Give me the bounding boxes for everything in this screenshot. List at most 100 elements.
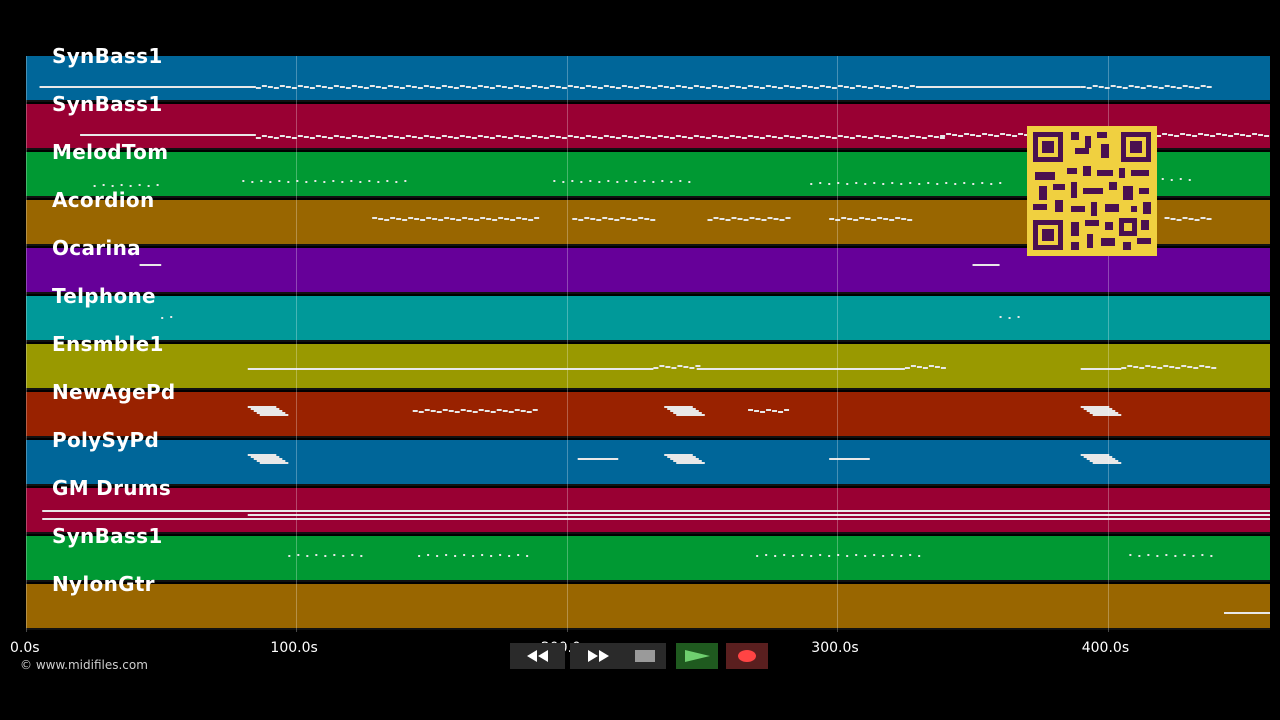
note: [910, 365, 916, 367]
note: [438, 219, 444, 221]
note: [837, 85, 843, 87]
note: [372, 217, 378, 219]
note: [253, 410, 283, 412]
note: [285, 136, 291, 138]
fast-forward-button[interactable]: [570, 643, 625, 669]
note-pattern: [161, 316, 1020, 319]
note: [1187, 366, 1193, 368]
track-9[interactable]: PolySyPd: [26, 428, 1270, 486]
note: [279, 85, 285, 87]
note: [345, 87, 351, 89]
note: [671, 367, 677, 369]
stop-button[interactable]: [624, 643, 666, 669]
note: [393, 86, 399, 88]
note: [303, 136, 309, 138]
note: [375, 136, 381, 138]
note: [1164, 85, 1170, 87]
track-8[interactable]: NewAgePd: [26, 380, 1270, 438]
note: [1162, 133, 1168, 135]
tick-label: 300.0s: [811, 640, 859, 656]
note-run: [829, 458, 870, 460]
note: [855, 554, 858, 556]
note: [1145, 365, 1151, 367]
note: [743, 219, 749, 221]
note: [873, 135, 879, 137]
note: [1188, 218, 1194, 220]
note: [255, 87, 261, 89]
note: [861, 136, 867, 138]
note: [429, 136, 435, 138]
record-button[interactable]: [726, 643, 768, 669]
note: [1258, 134, 1264, 136]
note: [661, 180, 664, 182]
track-12[interactable]: NylonGtr: [26, 572, 1270, 630]
note: [256, 412, 286, 414]
note: [305, 181, 308, 183]
note: [901, 218, 907, 220]
note: [430, 410, 436, 412]
track-label: MelodTom: [52, 140, 169, 164]
note: [741, 137, 747, 139]
note: [841, 217, 847, 219]
track-1[interactable]: SynBass1: [26, 44, 1270, 102]
rewind-button[interactable]: [510, 643, 565, 669]
track-11[interactable]: SynBass1: [26, 524, 1270, 582]
note: [363, 137, 369, 139]
note: [247, 454, 277, 456]
play-button[interactable]: [676, 643, 718, 669]
note: [909, 554, 912, 556]
note: [1121, 367, 1127, 369]
note: [573, 136, 579, 138]
note: [279, 135, 285, 137]
note: [478, 409, 484, 411]
note: [435, 137, 441, 139]
note: [444, 217, 450, 219]
track-7[interactable]: Ensmble1: [26, 332, 1270, 390]
note: [711, 85, 717, 87]
note: [303, 86, 309, 88]
note: [615, 87, 621, 89]
note-run: [247, 368, 654, 370]
gridline: [26, 56, 27, 632]
note: [1080, 406, 1110, 408]
note: [810, 183, 813, 185]
note: [1089, 412, 1119, 414]
note: [753, 136, 759, 138]
note: [489, 137, 495, 139]
note: [1201, 554, 1204, 556]
note: [1170, 86, 1176, 88]
note: [651, 137, 657, 139]
note: [342, 555, 345, 557]
note: [1098, 86, 1104, 88]
note: [602, 217, 608, 219]
track-10[interactable]: GM Drums: [26, 476, 1270, 534]
note: [315, 554, 318, 556]
note: [1122, 87, 1128, 89]
note: [835, 219, 841, 221]
note: [147, 185, 150, 187]
qr-code: [1027, 126, 1157, 256]
note: [296, 180, 299, 182]
note: [384, 219, 390, 221]
track-label: Ocarina: [52, 236, 141, 260]
note: [994, 135, 1000, 137]
note: [717, 136, 723, 138]
note-pattern: [247, 454, 1122, 464]
note: [813, 87, 819, 89]
note: [528, 219, 534, 221]
note: [1140, 87, 1146, 89]
note-run: [139, 264, 162, 266]
gridline: [837, 56, 839, 632]
note: [390, 217, 396, 219]
note: [785, 217, 791, 219]
note: [448, 410, 454, 412]
note: [609, 86, 615, 88]
note: [315, 135, 321, 137]
note: [765, 554, 768, 556]
note: [801, 554, 804, 556]
note: [585, 135, 591, 137]
note-run: [577, 458, 619, 460]
note: [534, 217, 540, 219]
note: [1139, 367, 1145, 369]
track-6[interactable]: Telphone: [26, 284, 1270, 342]
